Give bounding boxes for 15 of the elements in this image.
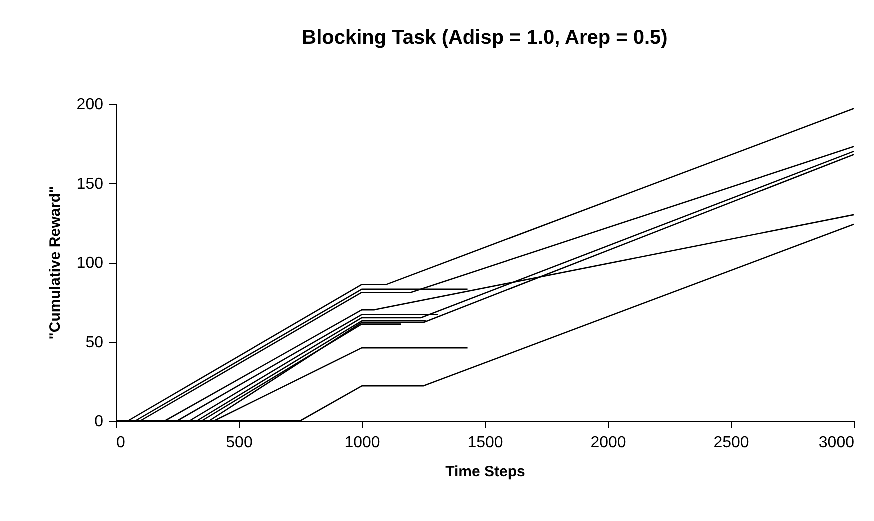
- y-tick-label: 0: [94, 414, 104, 430]
- y-tick-label: 200: [76, 96, 104, 114]
- x-tick-label: 2500: [714, 434, 750, 452]
- y-tick-label: 150: [76, 176, 104, 193]
- y-axis-title: "Cumulative Reward": [46, 186, 64, 340]
- x-tick-label: 3000: [818, 434, 855, 452]
- y-tick-label: 50: [86, 334, 104, 352]
- x-tick-label: 0: [116, 434, 126, 452]
- x-tick-label: 2000: [590, 434, 626, 452]
- x-axis-title: Time Steps: [446, 464, 526, 480]
- x-tick-label: 500: [226, 434, 253, 452]
- y-tick-label: 100: [76, 255, 104, 272]
- chart-title: Blocking Task (Adisp = 1.0, Arep = 0.5): [302, 27, 668, 49]
- x-tick-label: 1500: [468, 434, 504, 452]
- x-tick-label: 1000: [344, 434, 380, 452]
